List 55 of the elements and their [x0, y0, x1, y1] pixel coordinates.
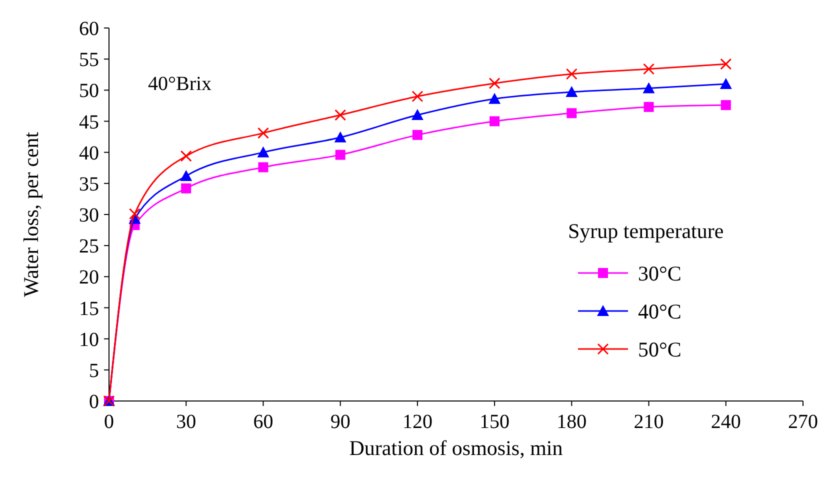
point [181, 183, 192, 194]
y-tick-label: 60 [79, 18, 99, 40]
point [490, 116, 500, 126]
point [180, 170, 192, 181]
point [412, 130, 422, 140]
point [180, 150, 192, 162]
point [566, 68, 578, 80]
x-tick-label: 210 [634, 411, 664, 433]
point [257, 146, 270, 158]
point [334, 109, 346, 121]
y-tick-label: 40 [79, 142, 99, 164]
x-tick-label: 180 [556, 411, 587, 433]
y-tick-label: 45 [79, 111, 99, 134]
point [258, 162, 268, 172]
y-tick-label: 25 [79, 236, 99, 258]
y-tick-label: 55 [79, 49, 99, 72]
legend-label: 40°C [638, 299, 682, 324]
point [412, 90, 424, 102]
x-axis-title: Duration of osmosis, min [349, 436, 564, 460]
y-tick-label: 50 [79, 80, 99, 102]
x-tick-label: 240 [710, 411, 741, 433]
point [566, 108, 577, 118]
point [720, 100, 731, 110]
x-tick-label: 30 [176, 411, 196, 433]
x-tick-label: 90 [330, 411, 350, 433]
legend-label: 30°C [638, 261, 682, 286]
point [642, 82, 655, 94]
y-tick-label: 20 [79, 266, 99, 289]
y-tick-label: 5 [89, 360, 99, 382]
point [566, 86, 578, 98]
point [335, 150, 346, 160]
annotation: 40°Brix [148, 73, 212, 95]
point [411, 109, 424, 120]
point [488, 78, 500, 90]
x-tick-label: 60 [253, 411, 274, 433]
point [257, 127, 269, 139]
x-tick-label: 0 [104, 411, 114, 433]
legend-title: Syrup temperature [568, 219, 724, 243]
y-tick-label: 35 [79, 173, 99, 196]
point [334, 131, 346, 142]
legend-label: 50°C [638, 337, 682, 362]
x-tick-label: 150 [480, 411, 510, 433]
point [488, 92, 501, 104]
point [128, 208, 140, 220]
y-axis-title: Water loss, per cent [19, 132, 43, 298]
y-tick-label: 10 [79, 328, 99, 351]
point [644, 102, 654, 112]
point [720, 58, 732, 70]
y-tick-label: 15 [79, 298, 99, 320]
y-tick-label: 0 [89, 391, 99, 413]
y-tick-label: 30 [79, 204, 99, 226]
x-tick-label: 270 [788, 411, 818, 433]
point [643, 63, 655, 75]
x-tick-label: 120 [402, 411, 432, 433]
point [720, 78, 732, 89]
